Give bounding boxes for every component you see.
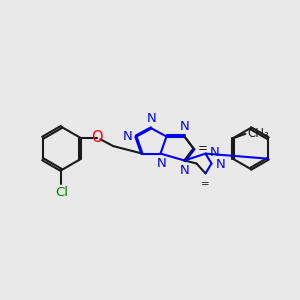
Text: =: = [201, 179, 210, 189]
Text: N: N [157, 157, 167, 170]
Text: CH₃: CH₃ [248, 127, 270, 140]
Text: N: N [147, 112, 156, 125]
Text: O: O [91, 130, 103, 145]
Text: N: N [180, 164, 190, 177]
Text: N: N [216, 158, 226, 171]
Text: N: N [180, 120, 190, 133]
Text: =: = [198, 142, 208, 155]
Text: N: N [210, 146, 220, 159]
Text: N: N [123, 130, 133, 143]
Text: Cl: Cl [55, 186, 68, 199]
